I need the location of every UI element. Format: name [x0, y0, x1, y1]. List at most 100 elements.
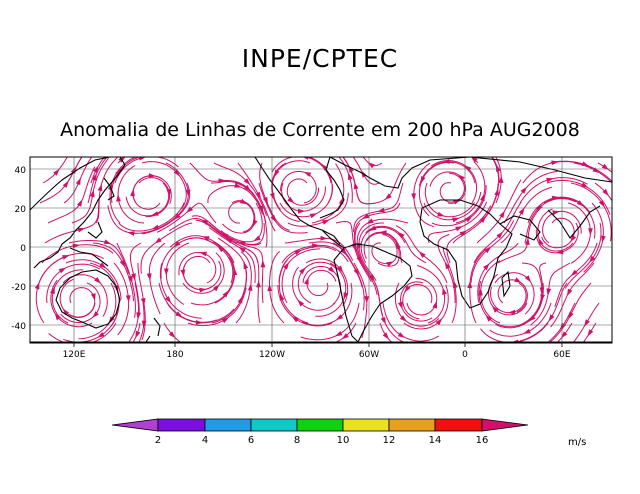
institution-title: INPE/CPTEC — [241, 44, 399, 73]
lat-lon-grid — [30, 157, 612, 347]
colorbar-segment — [157, 418, 206, 432]
streamline-arrow — [185, 189, 191, 197]
streamline-arrow — [165, 296, 172, 304]
streamline-arrow — [528, 314, 536, 322]
streamline-arrow — [507, 309, 516, 315]
streamline-arrow — [238, 246, 246, 253]
streamline-arrow — [523, 328, 531, 334]
streamline — [302, 265, 342, 305]
streamline-arrow — [135, 330, 141, 339]
streamline-arrow — [601, 235, 606, 243]
streamline-arrow — [464, 165, 472, 172]
streamline-arrow — [298, 208, 306, 214]
streamline — [48, 322, 117, 343]
streamline — [190, 256, 235, 306]
longitude-axis: 120E 180 120W 60W 0 60E — [63, 350, 571, 360]
streamline-arrow — [496, 164, 501, 172]
streamline — [71, 157, 109, 224]
streamline-arrow — [362, 213, 370, 219]
streamline-arrow — [559, 322, 566, 330]
streamline-arrow — [455, 226, 463, 232]
streamline-arrow — [353, 268, 359, 276]
streamline-arrow — [568, 311, 574, 320]
streamline — [446, 205, 492, 264]
streamline-arrow — [581, 161, 590, 167]
streamline-arrow — [353, 181, 359, 190]
streamline-arrow — [274, 169, 280, 178]
streamline-arrow — [239, 198, 248, 205]
streamline-arrow — [499, 210, 505, 218]
colorbar: 2 4 6 8 10 12 14 16 m/s — [111, 418, 586, 448]
streamline-arrow — [267, 283, 272, 292]
colorbar-segment — [296, 418, 344, 432]
streamline-arrow — [368, 274, 375, 282]
streamline-arrow — [539, 287, 545, 295]
streamline-arrow — [130, 188, 135, 197]
streamline-arrow — [380, 316, 386, 325]
streamline-arrow — [180, 269, 186, 277]
streamline-arrow — [199, 251, 207, 257]
streamline — [495, 282, 544, 329]
streamline-arrow — [382, 332, 389, 340]
streamline-arrow — [556, 249, 564, 255]
streamline-arrow — [442, 287, 447, 295]
streamline-arrow — [166, 189, 172, 197]
streamline-arrow — [369, 225, 377, 231]
streamline-arrow — [570, 269, 578, 277]
streamline-arrow — [467, 280, 473, 289]
colorbar-level-label: 6 — [248, 435, 254, 446]
streamline-arrow — [552, 210, 560, 216]
streamline-arrow — [125, 295, 131, 303]
streamline-arrow — [335, 314, 344, 321]
streamline-arrow — [386, 261, 394, 267]
streamline-arrow — [148, 173, 156, 178]
streamline — [69, 287, 96, 318]
streamline-arrow — [437, 211, 445, 217]
streamline-arrow — [548, 314, 555, 322]
streamline-arrow — [291, 316, 299, 323]
streamline — [546, 302, 576, 343]
streamline-arrow — [457, 174, 465, 181]
streamline-arrow — [480, 193, 485, 202]
streamline-arrow — [202, 236, 210, 241]
streamline-arrow — [540, 294, 545, 302]
streamline — [116, 242, 136, 318]
streamline — [114, 157, 179, 184]
streamline — [305, 258, 349, 307]
streamline-arrow — [201, 219, 209, 225]
streamline-arrow — [377, 207, 385, 213]
streamline-arrow — [221, 232, 229, 239]
streamline — [403, 284, 449, 330]
streamline-arrow — [151, 211, 159, 216]
streamline-arrow — [538, 237, 544, 246]
streamline-arrow — [99, 262, 107, 269]
streamline-arrow — [520, 186, 528, 194]
streamline-arrow — [479, 215, 487, 223]
streamline-arrow — [140, 298, 146, 306]
colorbar-unit: m/s — [568, 437, 586, 448]
streamline-arrow — [328, 266, 336, 273]
streamline-arrow — [128, 275, 133, 284]
streamline-arrow — [561, 331, 568, 339]
streamline-arrow — [75, 177, 81, 186]
streamline-arrow — [97, 183, 103, 192]
streamline-arrow — [397, 231, 405, 239]
colorbar-low-triangle — [111, 418, 159, 432]
colorbar-segment — [342, 418, 390, 432]
streamline-arrow — [218, 178, 226, 184]
streamline — [550, 262, 595, 328]
streamline-arrow — [364, 296, 369, 304]
streamline-arrow — [465, 216, 473, 223]
streamline-arrow — [247, 283, 253, 291]
streamline — [163, 322, 183, 343]
streamline-arrow — [237, 295, 243, 304]
streamline-arrow — [243, 178, 251, 185]
streamline — [132, 175, 163, 210]
colorbar-level-label: 2 — [155, 435, 161, 446]
streamline-arrow — [127, 231, 135, 236]
streamline-arrow — [116, 194, 121, 202]
coastlines — [30, 157, 612, 343]
streamline-arrow — [452, 217, 460, 223]
streamline-arrow — [93, 165, 99, 174]
streamline-arrow — [146, 273, 152, 281]
